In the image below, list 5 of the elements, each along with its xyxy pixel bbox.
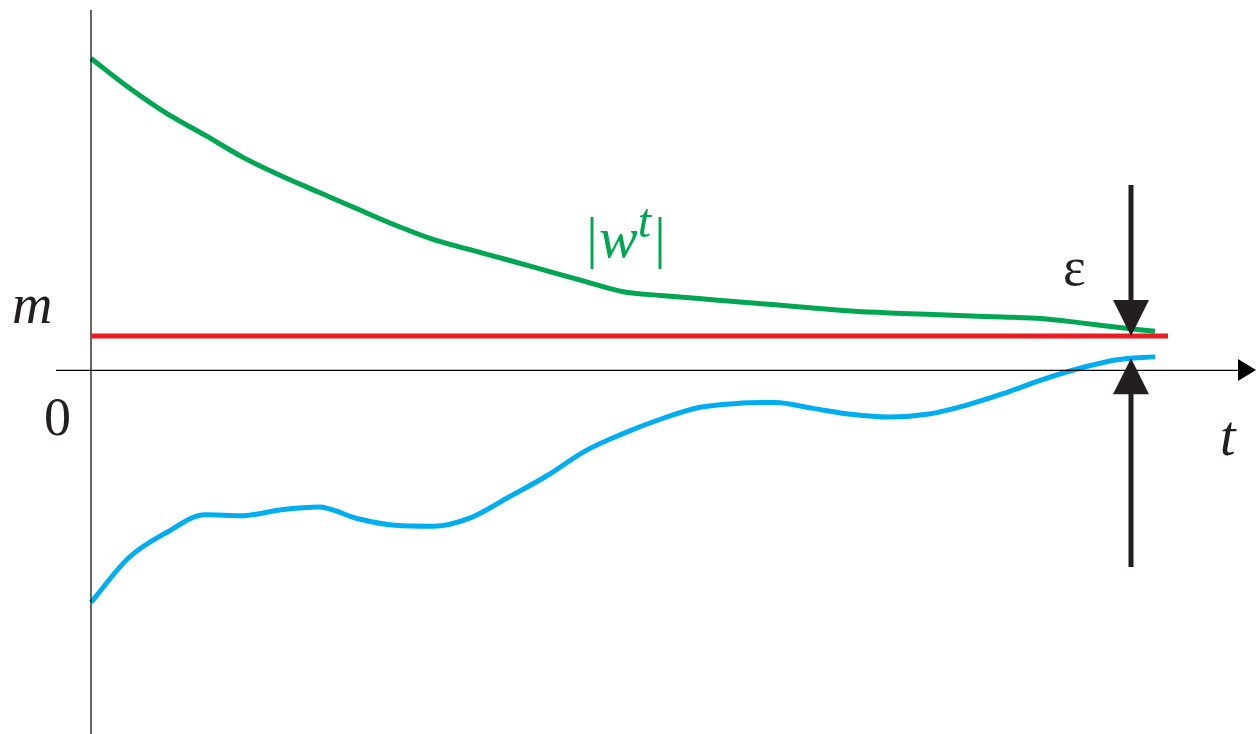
series-label: |w$^{t}$| [583,193,668,271]
ref-line-label: m [12,273,53,336]
annotation: ε [1063,237,1086,298]
x-axis-title: t [1220,405,1236,468]
text: 0 [44,387,71,448]
